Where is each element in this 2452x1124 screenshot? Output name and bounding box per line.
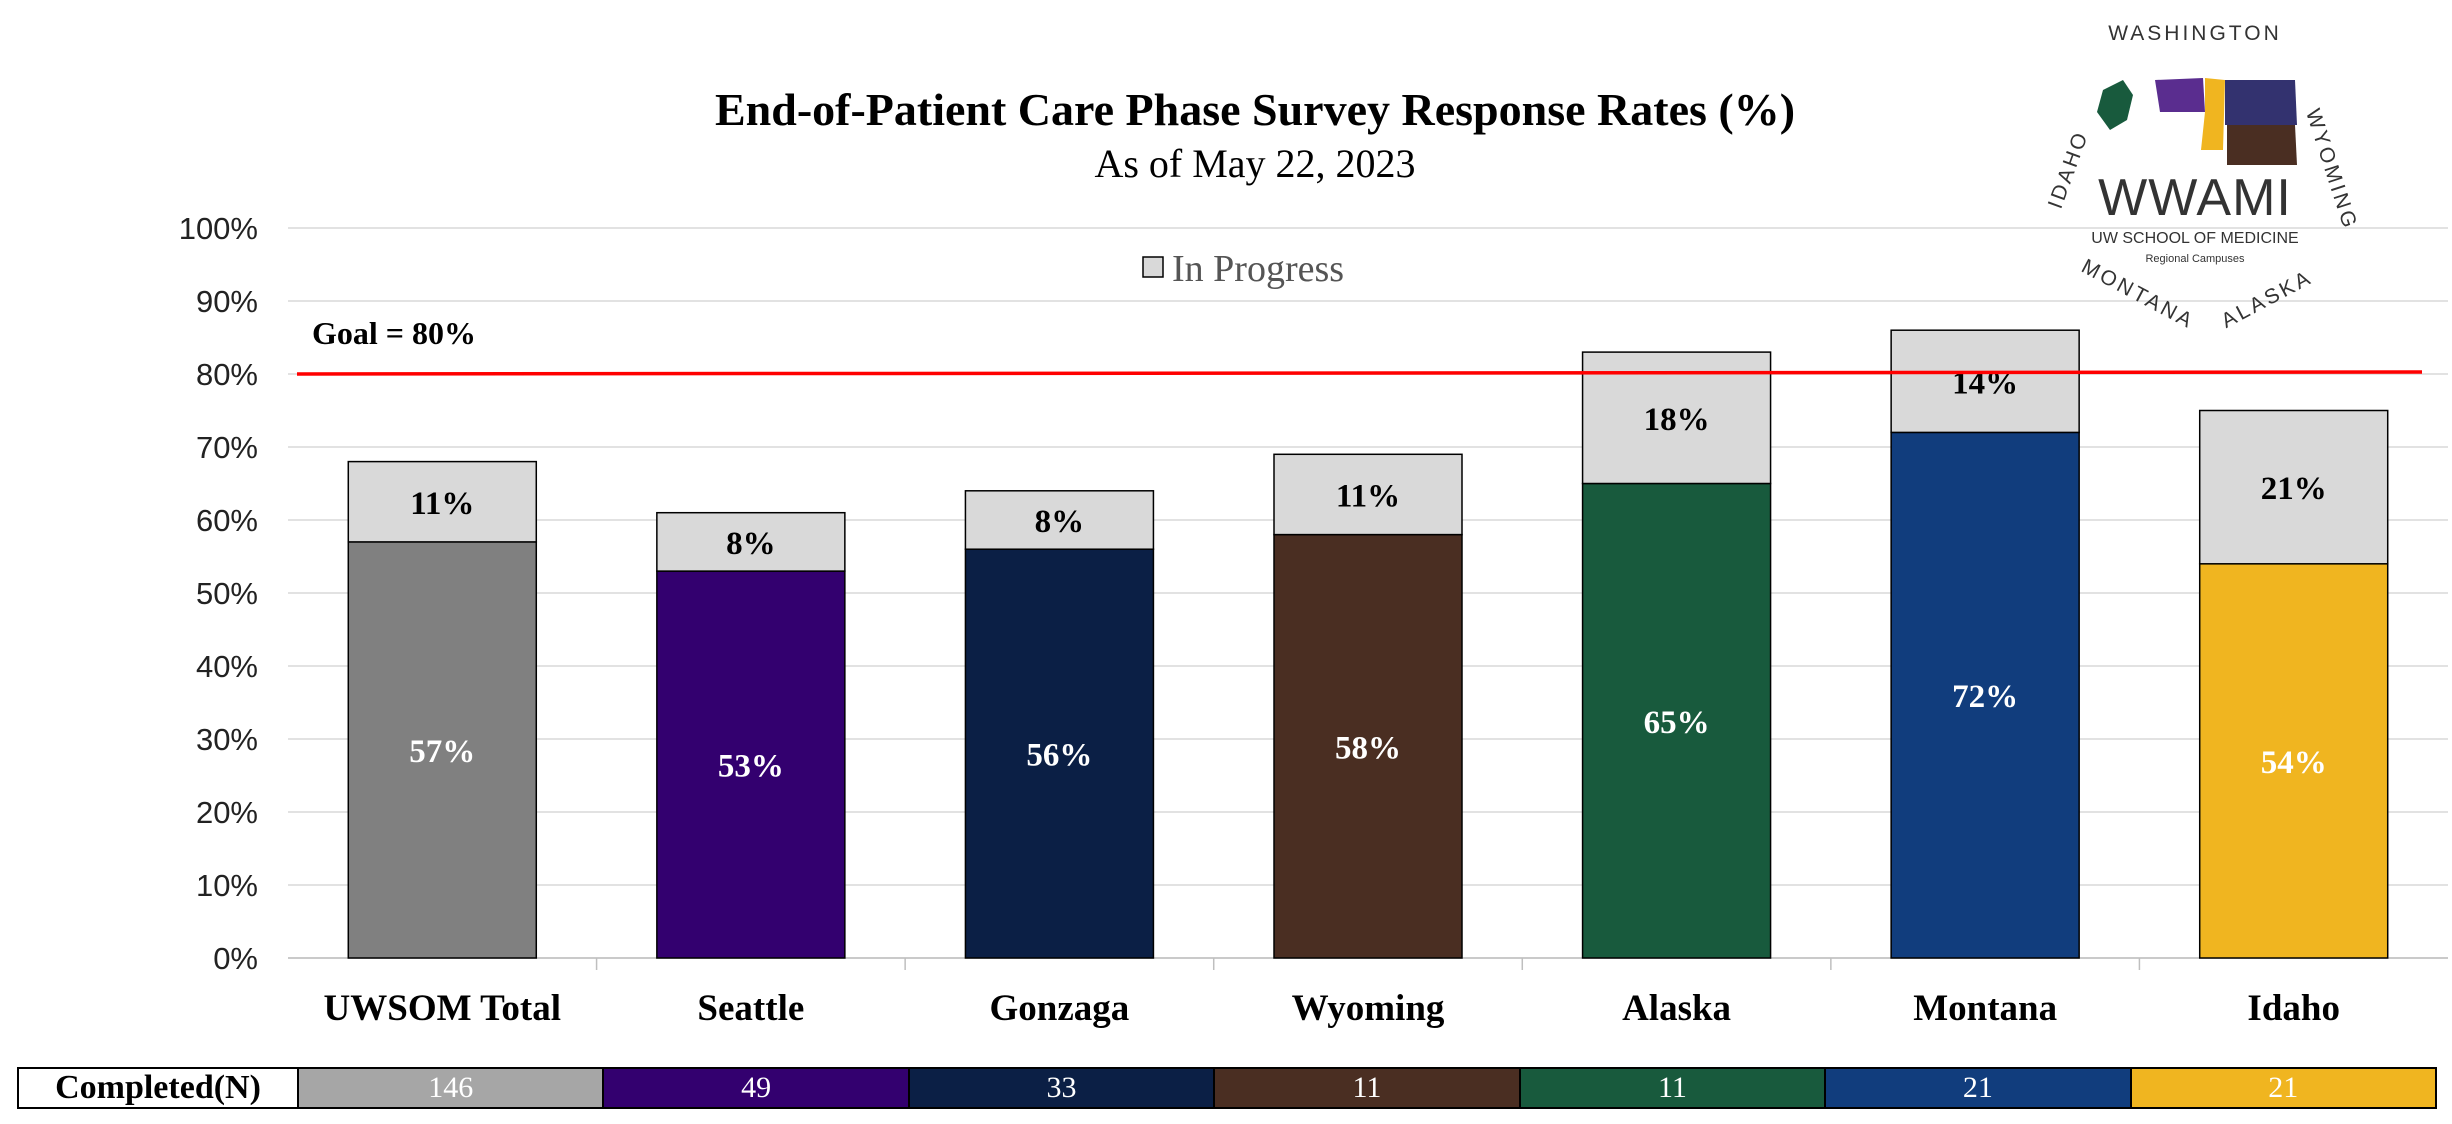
y-tick-label: 90% <box>196 284 258 319</box>
y-tick-label: 70% <box>196 430 258 465</box>
bar-in-progress <box>1273 453 1463 536</box>
bar-completed <box>1273 533 1463 959</box>
y-tick-label: 30% <box>196 722 258 757</box>
legend-swatch-in-progress <box>1142 256 1164 278</box>
logo-ring-washington: WASHINGTON <box>2108 22 2282 45</box>
y-tick-label: 100% <box>179 211 258 246</box>
bar-in-progress <box>656 511 846 572</box>
x-axis-categories: UWSOM Total Seattle Gonzaga Wyoming Alaska Mo… <box>324 988 2340 1029</box>
goal-label: Goal = 80% <box>312 315 476 351</box>
bar-completed-label: 72% <box>1952 679 2018 715</box>
chart: End-of-Patient Care Phase Survey Respons… <box>179 84 2448 1029</box>
logo-ring-wyoming: WYOMING <box>2301 106 2362 233</box>
bar-in-progress <box>964 490 1155 550</box>
logo-ring-alaska: ALASKA <box>2218 266 2317 333</box>
completed-header: Completed(N) <box>19 1069 299 1107</box>
chart-title: End-of-Patient Care Phase Survey Respons… <box>715 84 1795 135</box>
bar-in-progress <box>1890 329 2080 434</box>
bar-in-progress <box>347 460 538 543</box>
bar-in-progress-label: 8% <box>1035 504 1085 540</box>
bar-in-progress <box>2198 409 2389 565</box>
x-category-label: Gonzaga <box>990 988 1130 1029</box>
completed-cell: 11 <box>1520 1069 1827 1107</box>
goal-group: Goal = 80% <box>296 315 2423 376</box>
logo-name: WWAMI <box>2098 169 2292 227</box>
bar-in-progress-label: 8% <box>726 526 776 562</box>
logo-map-icon <box>2097 78 2297 165</box>
legend-label-in-progress: In Progress <box>1172 248 1344 290</box>
completed-cell: 21 <box>2131 1069 2435 1107</box>
bar-completed-label: 56% <box>1026 738 1092 774</box>
x-category-label: UWSOM Total <box>324 988 561 1029</box>
logo-line1: UW SCHOOL OF MEDICINE <box>2091 230 2298 247</box>
logo-ring-idaho: IDAHO <box>2044 127 2093 211</box>
completed-cell: 21 <box>1826 1069 2132 1107</box>
wwami-logo: WASHINGTON IDAHO WYOMING MONTANA ALASKA … <box>2044 22 2362 334</box>
x-category-label: Wyoming <box>1292 988 1445 1029</box>
completed-cell: 146 <box>299 1069 605 1107</box>
x-category-label: Idaho <box>2247 988 2340 1029</box>
logo-line2: Regional Campuses <box>2145 253 2245 265</box>
bar-completed-label: 53% <box>718 749 784 785</box>
completed-cell: 11 <box>1215 1069 1521 1107</box>
y-tick-label: 80% <box>196 357 258 392</box>
bar-completed-label: 58% <box>1335 730 1401 766</box>
y-tick-label: 60% <box>196 503 258 538</box>
bar-completed <box>1890 431 2080 959</box>
y-tick-label: 0% <box>213 941 258 976</box>
bar-completed-label: 65% <box>1644 705 1710 741</box>
y-tick-label: 20% <box>196 795 258 830</box>
x-category-label: Montana <box>1913 988 2057 1029</box>
y-tick-label: 50% <box>196 576 258 611</box>
x-category-label: Alaska <box>1622 988 1731 1029</box>
bar-completed <box>347 541 538 959</box>
completed-cell: 33 <box>909 1069 1216 1107</box>
logo-ring-montana: MONTANA <box>2078 255 2199 334</box>
bar-completed <box>964 548 1155 959</box>
bar-in-progress-label: 21% <box>2261 471 2327 507</box>
y-tick-label: 10% <box>196 868 258 903</box>
x-category-label: Seattle <box>697 988 804 1029</box>
bar-completed-label: 54% <box>2261 745 2327 781</box>
bar-completed-label: 57% <box>409 734 475 770</box>
bar-in-progress-label: 11% <box>410 486 474 522</box>
legend: In Progress <box>1142 248 1344 290</box>
completed-table: Completed(N) 146 49 33 11 11 21 21 <box>17 1067 2437 1109</box>
bar-completed <box>656 570 846 959</box>
chart-subtitle: As of May 22, 2023 <box>1094 141 1415 186</box>
y-axis-ticks: 0% 10% 20% 30% 40% 50% 60% 70% 80% 90% 100% <box>179 211 258 976</box>
bar-completed <box>2198 563 2389 959</box>
bars: 57%11%53%8%56%8%58%11%65%18%72%14%54%21% <box>347 329 2389 959</box>
bar-in-progress-label: 11% <box>1336 478 1400 514</box>
goal-line <box>296 370 2423 376</box>
y-tick-label: 40% <box>196 649 258 684</box>
bar-in-progress-label: 18% <box>1644 402 1710 438</box>
completed-cell: 49 <box>604 1069 910 1107</box>
